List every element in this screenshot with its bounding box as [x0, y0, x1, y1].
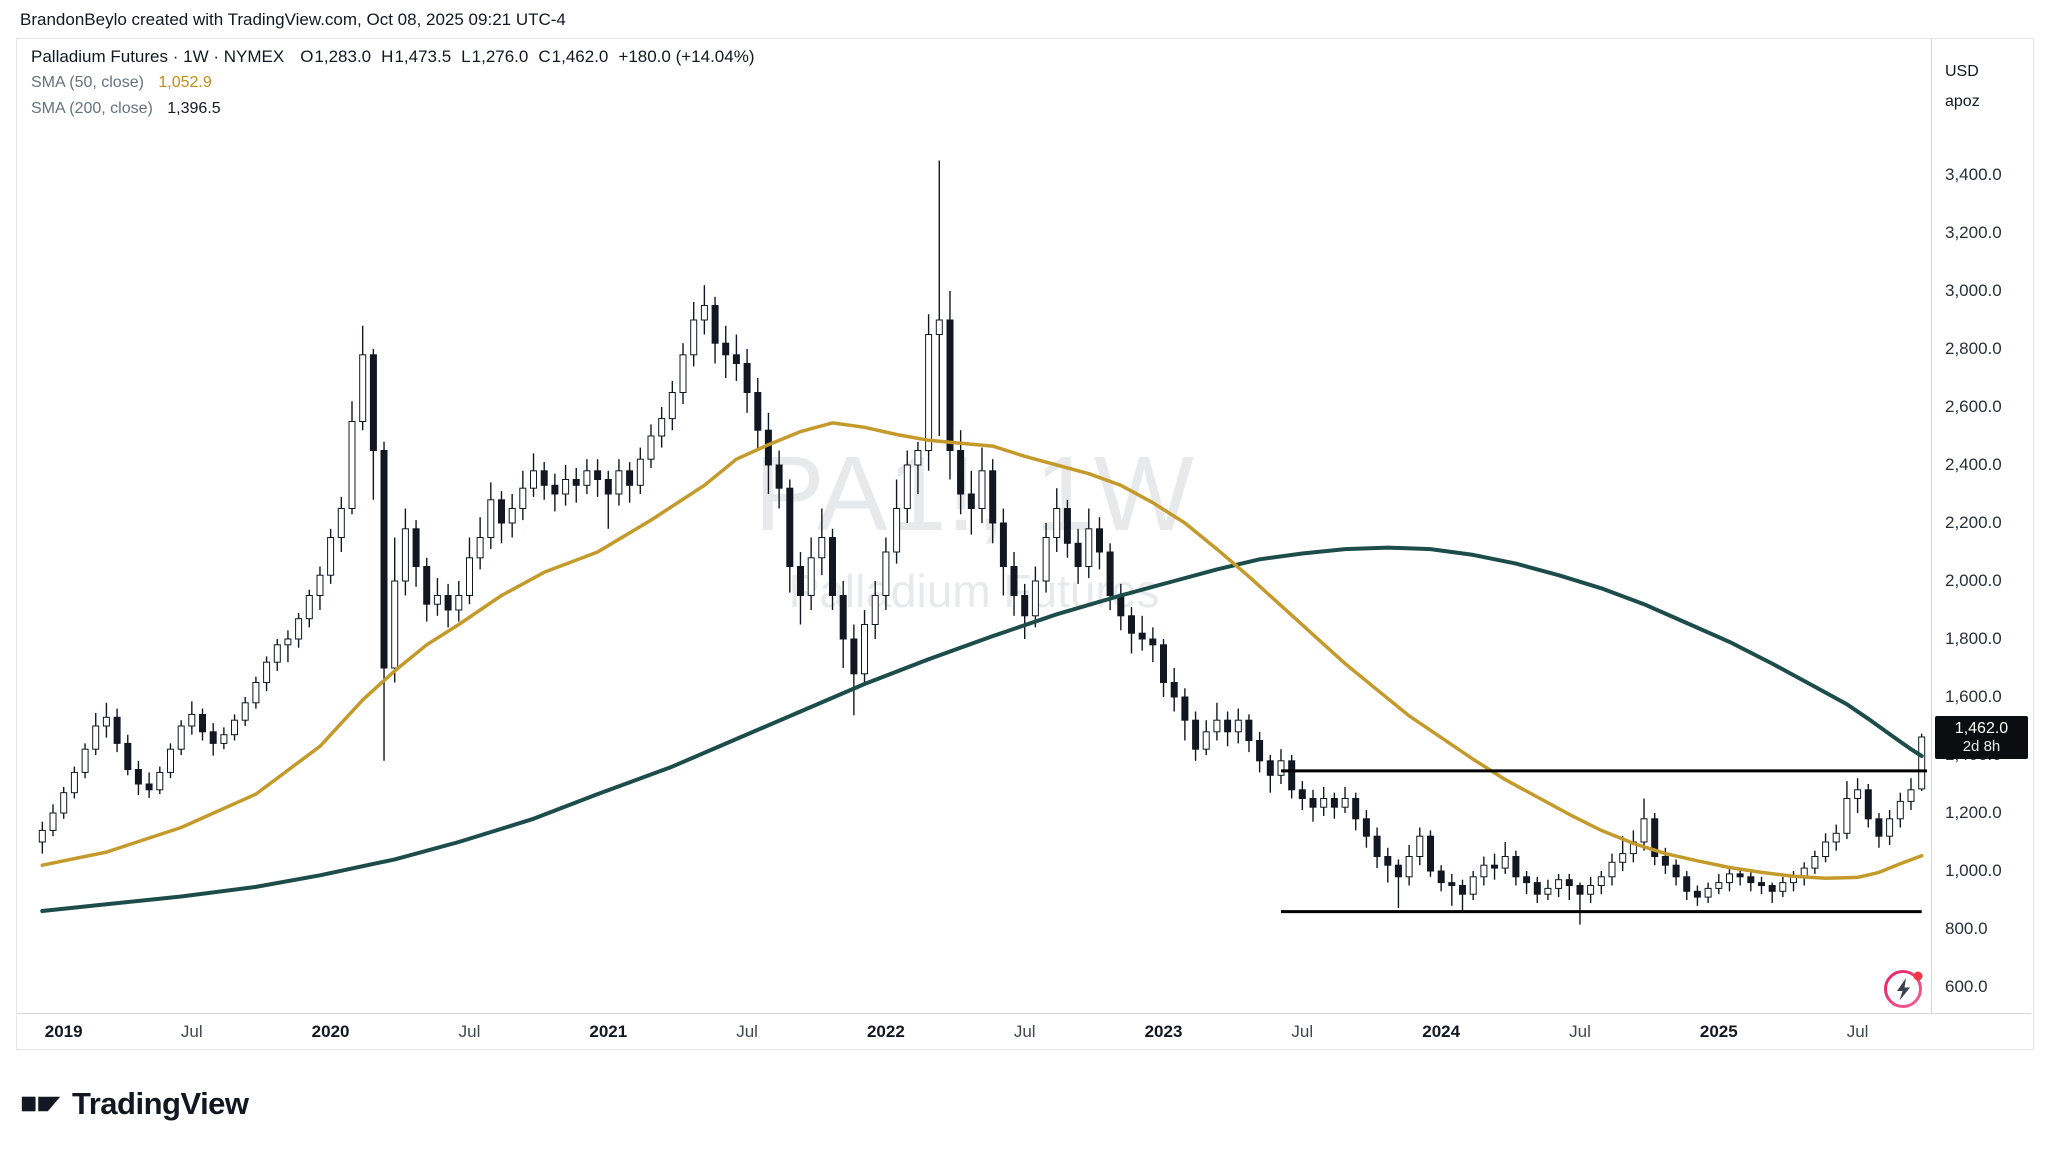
time-tick: Jul: [1569, 1022, 1591, 1041]
time-tick: 2021: [589, 1022, 628, 1041]
last-price: 1,462.0: [1954, 720, 2009, 738]
time-tick: Jul: [180, 1022, 203, 1041]
change-value: +180.0 (+14.04%): [618, 47, 755, 66]
ohlc-h: H1,473.5: [381, 47, 452, 66]
axis-unit-measure[interactable]: apoz: [1945, 93, 1980, 110]
ohlc-l: L1,276.0: [461, 47, 529, 66]
time-axis[interactable]: 2019 Jul 2020 Jul 2021 Jul 2022 Jul 2023 Jul 2024 J…: [17, 1013, 2031, 1048]
chart-card: PA1!, 1W Palladium Futures Palladium Fut…: [16, 38, 2034, 1050]
price-tick: 800.0: [1945, 919, 1988, 938]
indicator-value: 1,052.9: [158, 74, 212, 91]
price-tick: 600.0: [1945, 977, 1988, 996]
price-tick: 2,400.0: [1945, 455, 2002, 474]
flash-icon: [1884, 970, 1923, 1008]
attribution-text: BrandonBeylo created with TradingView.co…: [20, 10, 566, 29]
time-tick: 2019: [44, 1022, 83, 1041]
price-tick: 2,600.0: [1945, 397, 2002, 416]
indicator-value: 1,396.5: [167, 100, 221, 117]
price-tick: 1,000.0: [1945, 861, 2002, 880]
price-tick: 3,200.0: [1945, 223, 2002, 242]
indicator-label: SMA (50, close): [31, 74, 144, 91]
axis-unit-currency[interactable]: USD: [1945, 63, 1979, 80]
bar-countdown: 2d 8h: [1962, 738, 2001, 756]
ohlc-o: O1,283.0: [300, 47, 372, 66]
indicator-row-sma50[interactable]: SMA (50, close) 1,052.9: [31, 71, 755, 95]
price-tick: 3,000.0: [1945, 281, 2002, 300]
price-tick: 3,400.0: [1945, 165, 2002, 184]
price-axis[interactable]: USD apoz 3,400.0 3,200.0 3,000.0 2,800.0 2,6…: [1931, 39, 2033, 1013]
price-tick: 1,800.0: [1945, 629, 2002, 648]
indicator-row-sma200[interactable]: SMA (200, close) 1,396.5: [31, 97, 755, 121]
price-tick: 2,000.0: [1945, 571, 2002, 590]
tradingview-footer[interactable]: TradingView: [20, 1086, 249, 1122]
time-tick: 2020: [311, 1022, 350, 1041]
sma50-line: [40, 421, 1924, 881]
time-tick: 2024: [1422, 1022, 1461, 1041]
price-tick: 2,200.0: [1945, 513, 2002, 532]
price-tick: 1,600.0: [1945, 687, 2002, 706]
chart-legend: Palladium Futures · 1W · NYMEX O1,283.0 H…: [31, 45, 755, 121]
ohlc-c: C1,462.0: [538, 47, 609, 66]
candles-layer: [38, 160, 1926, 925]
ohlc-values: O1,283.0 H1,473.5 L1,276.0 C1,462.0: [300, 45, 618, 69]
time-tick: 2022: [866, 1022, 905, 1041]
time-tick: Jul: [1013, 1022, 1036, 1041]
time-tick: Jul: [736, 1022, 758, 1041]
time-tick: Jul: [1291, 1022, 1314, 1041]
last-price-badge: 1,462.0 2d 8h: [1935, 716, 2028, 760]
symbol-title[interactable]: Palladium Futures · 1W · NYMEX: [31, 47, 285, 66]
time-tick: Jul: [458, 1022, 481, 1041]
flash-button[interactable]: [1881, 965, 1927, 1011]
chart-plot-area[interactable]: [17, 39, 1931, 1013]
price-tick: 1,200.0: [1945, 803, 2002, 822]
price-tick: 2,800.0: [1945, 339, 2002, 358]
indicator-label: SMA (200, close): [31, 100, 153, 117]
time-tick: Jul: [1846, 1022, 1869, 1041]
tradingview-logo-icon[interactable]: [20, 1087, 62, 1121]
time-tick: 2023: [1144, 1022, 1183, 1041]
tradingview-wordmark[interactable]: TradingView: [72, 1086, 249, 1121]
sma200-line: [40, 545, 1924, 913]
time-tick: 2025: [1699, 1022, 1738, 1041]
